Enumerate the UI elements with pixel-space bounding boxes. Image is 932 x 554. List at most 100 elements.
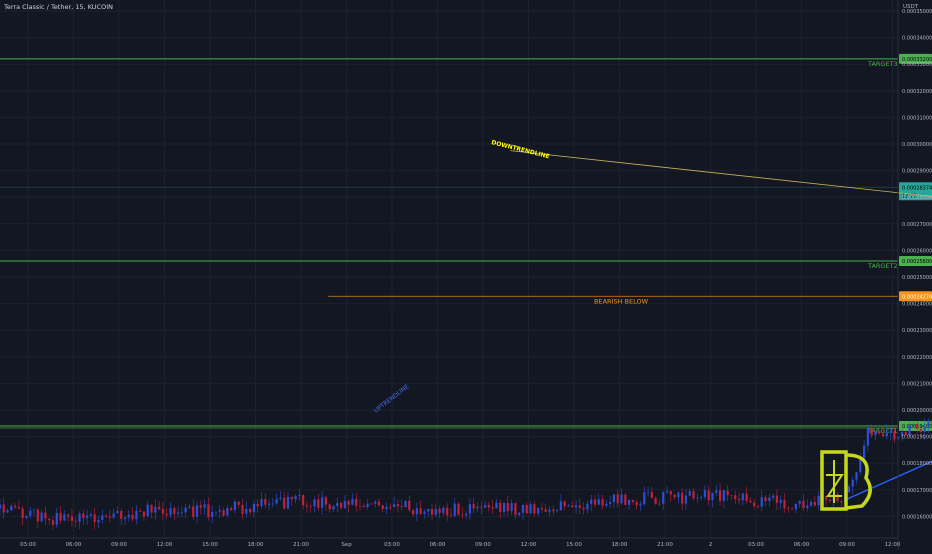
candle-body [218,510,221,512]
candle-body [491,507,494,509]
candle-body [370,503,373,505]
candle-body [571,505,574,508]
candle-body [730,495,733,496]
candle-body [499,502,502,513]
candle-body [590,499,593,504]
candle-body [923,426,926,433]
candle-body [290,496,293,500]
candle-body [487,505,490,508]
candle-body [74,520,77,522]
candle-body [104,515,108,517]
y-tick-label: 0.00029000 [902,169,932,175]
y-tick-label: 0.00033000 [902,62,932,68]
candle-body [302,495,305,506]
candle-body [158,506,161,510]
candle-body [828,499,832,501]
level-label: TARGET2 [867,262,898,270]
candle-body [756,506,760,507]
candle-body [760,497,763,507]
candle-body [328,504,331,510]
candle-body [711,492,714,501]
candle-body [423,511,426,514]
candle-body [442,507,445,514]
candle-body [36,509,39,522]
candle-body [339,502,343,508]
candle-body [521,504,525,513]
candle-body [248,508,252,513]
level-price-text: 0.00025600 [902,259,932,265]
candle-body [855,472,858,480]
level-price-tag [899,256,932,267]
candle-body [582,507,585,510]
y-tick-label: 0.00024000 [902,302,932,308]
candle-body [772,495,775,498]
candle-body [514,503,517,515]
candle-body [555,510,559,512]
candle-body [798,500,801,504]
candle-body [0,504,2,509]
candle-body [40,512,43,522]
level-label: TARGET1 [867,427,898,435]
candle-body [753,502,756,507]
x-tick-label: 15:00 [566,542,582,548]
x-tick-label: 06:00 [794,542,810,548]
x-tick-label: 06:00 [430,542,446,548]
candle-body [468,504,472,514]
candle-body [127,514,130,518]
candle-body [245,508,248,514]
candle-body [150,504,153,513]
x-tick-label: 06:00 [66,542,82,548]
candle-body [734,495,737,500]
y-tick-label: 0.00017000 [902,488,932,494]
candle-body [836,494,839,502]
candle-body [404,500,407,507]
candle-body [146,504,149,517]
candle-body [355,498,358,506]
candle-body [639,504,642,506]
candle-body [78,513,81,522]
candle-body [25,515,28,518]
candle-body [764,497,767,501]
candle-body [673,494,676,498]
candle-body [32,509,36,511]
y-tick-label: 0.00026000 [902,248,932,254]
candle-body [63,514,66,521]
candle-body [241,504,244,514]
candles [0,418,932,530]
x-tick-label: 2 [709,542,713,548]
candle-body [662,492,665,504]
candle-body [620,494,623,504]
candle-body [745,493,748,501]
candle-body [82,513,85,518]
candle-body [809,501,813,506]
level-price-tag [899,291,932,302]
candle-body [400,506,403,507]
candle-body [851,479,854,487]
candle-body [230,508,233,511]
candle-body [347,501,350,505]
x-tick-label: 09:00 [839,542,855,548]
candle-body [21,508,24,518]
candle-body [176,512,180,514]
candle-body [381,505,384,509]
candle-body [893,431,896,440]
candle-body [233,501,237,511]
y-tick-label: 0.00031000 [902,115,932,121]
candle-body [643,492,646,505]
candle-body [120,511,123,519]
candle-body [927,420,930,427]
y-tick-label: 0.00019000 [902,435,932,441]
candle-body [116,511,119,514]
candle-body [677,492,680,498]
level-price-text: 0.00024274 [902,294,932,300]
y-tick-label: 0.00022000 [902,355,932,361]
candle-body [483,505,487,508]
candle-body [343,501,346,508]
candle-body [654,497,657,504]
candle-body [787,508,790,510]
candle-body [628,499,631,505]
candle-body [476,506,479,509]
